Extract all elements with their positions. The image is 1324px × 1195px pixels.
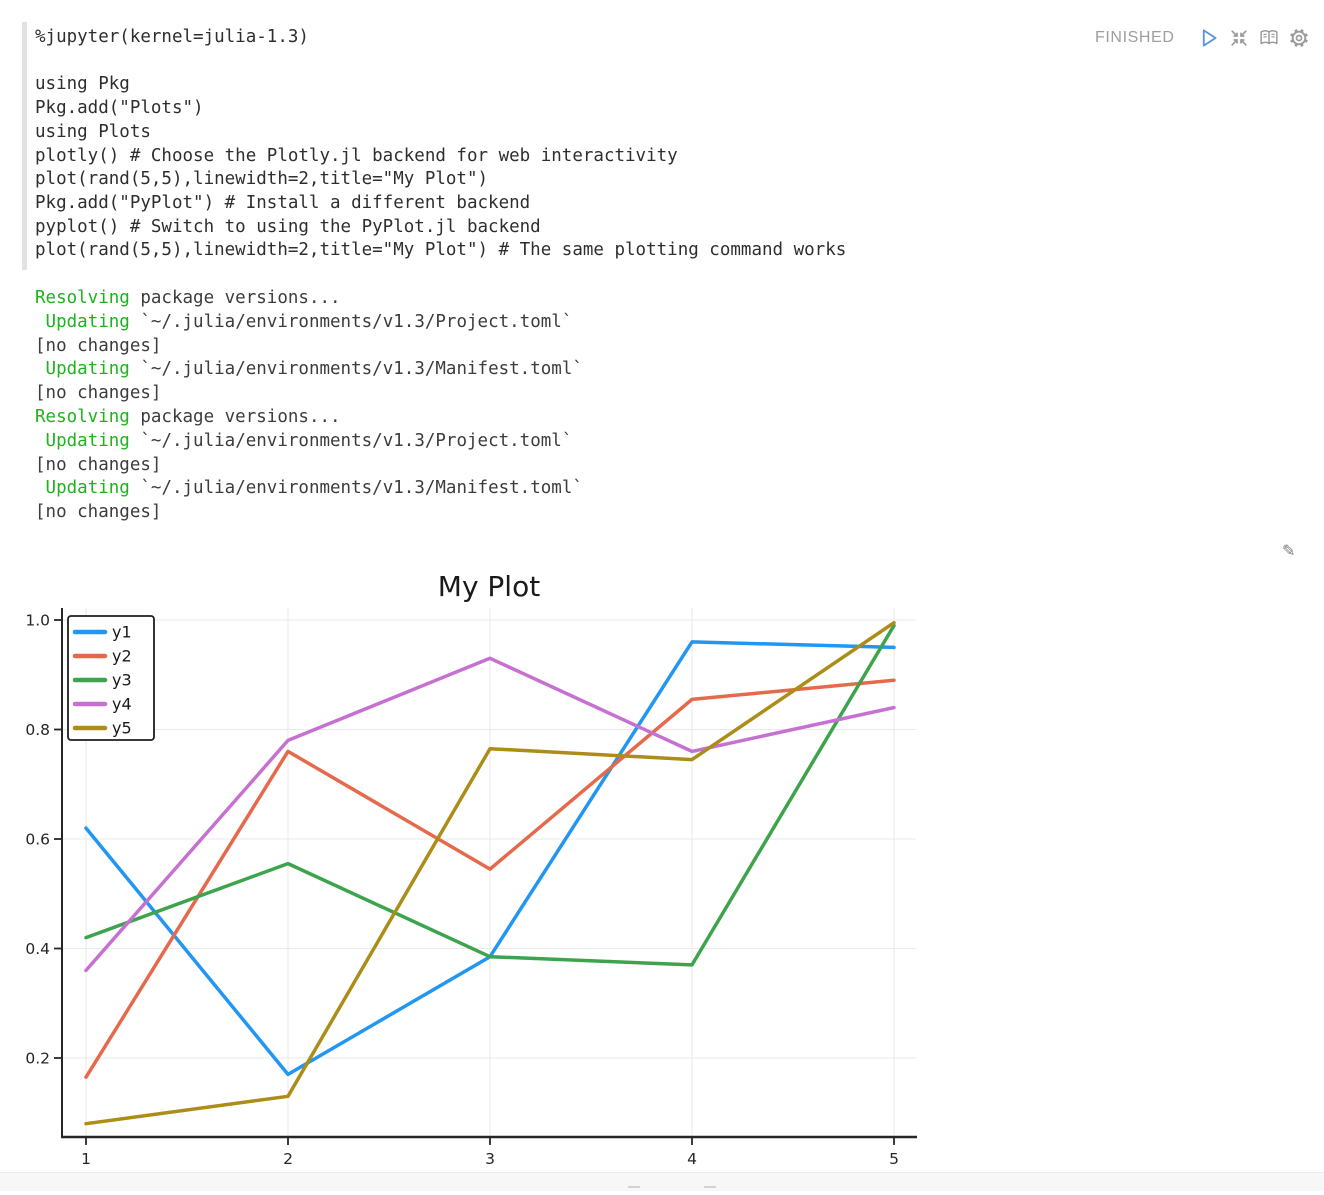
paragraph-controls: FINISHED — [1095, 27, 1310, 49]
code-editor[interactable]: %jupyter(kernel=julia-1.3) using Pkg Pkg… — [35, 27, 847, 261]
output-line: Updating `~/.julia/environments/v1.3/Pro… — [45, 311, 573, 332]
output-line: Updating `~/.julia/environments/v1.3/Pro… — [45, 430, 573, 451]
plot-title: My Plot — [438, 570, 540, 603]
x-tick-label: 4 — [687, 1150, 697, 1168]
legend-label-y3: y3 — [112, 671, 132, 690]
legend-box — [67, 615, 155, 741]
editor-gutter — [22, 22, 27, 270]
collapse-icon[interactable] — [1228, 27, 1250, 49]
output-line: [no changes] — [35, 502, 162, 523]
legend-label-y1: y1 — [112, 623, 132, 642]
plot-output: 0.2 0.4 0.6 0.8 1.0 1 2 3 4 5 My Plot y1 y2 y3 y4 y5 — [0, 556, 1000, 1190]
legend-label-y2: y2 — [112, 647, 132, 666]
series-y5 — [84, 620, 896, 1126]
toolbar-fragment — [704, 1186, 716, 1188]
output-line: Resolving package versions... — [35, 406, 341, 427]
y-tick-label: 0.8 — [25, 721, 50, 739]
output-line: [no changes] — [35, 454, 162, 475]
output-line: Resolving package versions... — [35, 288, 341, 308]
gear-icon[interactable] — [1288, 27, 1310, 49]
output-line: Updating `~/.julia/environments/v1.3/Man… — [45, 359, 583, 380]
status-badge: FINISHED — [1095, 29, 1175, 46]
x-tick-label: 2 — [283, 1150, 293, 1168]
output-line: Updating `~/.julia/environments/v1.3/Man… — [45, 478, 583, 499]
y-tick-label: 0.2 — [25, 1050, 50, 1068]
series-y2 — [84, 678, 896, 1079]
run-icon[interactable] — [1198, 27, 1220, 49]
legend-label-y4: y4 — [112, 695, 132, 714]
legend-label-y5: y5 — [112, 719, 132, 738]
bottom-toolbar-strip — [0, 1172, 1324, 1191]
output-log: Resolving package versions... Updating `… — [35, 287, 583, 525]
book-icon[interactable] — [1258, 27, 1280, 49]
x-tick-label: 5 — [889, 1150, 899, 1168]
y-tick-label: 0.6 — [25, 831, 50, 849]
x-tick-label: 1 — [81, 1150, 91, 1168]
toolbar-fragment — [628, 1186, 640, 1188]
output-line: [no changes] — [35, 383, 162, 404]
edit-pencil-icon[interactable]: ✎ — [1282, 541, 1296, 560]
legend: y1 y2 y3 y4 y5 — [67, 615, 155, 741]
y-tick-label: 0.4 — [25, 940, 50, 958]
output-line: [no changes] — [35, 335, 162, 356]
series-y4 — [84, 656, 896, 973]
x-tick-label: 3 — [485, 1150, 495, 1168]
series-y3 — [84, 623, 896, 967]
y-tick-label: 1.0 — [25, 612, 50, 630]
